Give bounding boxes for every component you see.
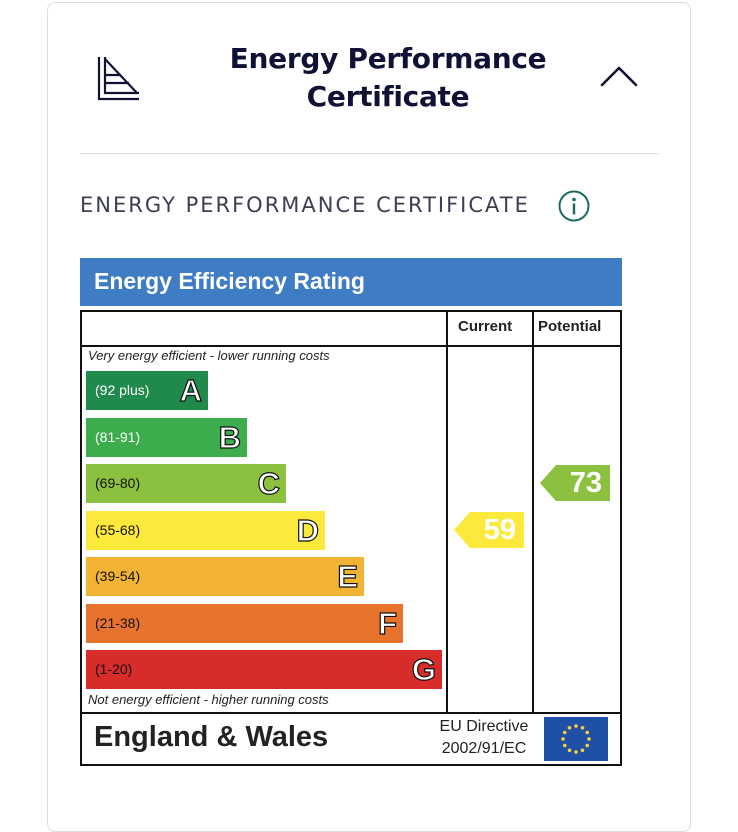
band-range: (39-54) xyxy=(95,568,141,584)
inefficient-note: Not energy efficient - higher running co… xyxy=(88,692,329,707)
eu-star xyxy=(580,725,585,730)
energy-rating-chart: Energy Efficiency Rating Current Potenti… xyxy=(80,258,622,768)
band-letter: F xyxy=(377,605,397,641)
band-range: (69-80) xyxy=(95,475,141,491)
band-letter: B xyxy=(218,419,242,455)
eu-star xyxy=(585,743,590,748)
accordion-header[interactable]: Energy Performance Certificate xyxy=(48,3,690,153)
current-rating-value: 59 xyxy=(483,513,516,546)
band-range: (21-38) xyxy=(95,614,141,631)
eu-star xyxy=(567,748,572,753)
efficient-note: Very energy efficient - lower running co… xyxy=(88,348,330,363)
column-rule xyxy=(446,312,448,714)
country-label: England & Wales xyxy=(94,721,329,753)
eu-star xyxy=(580,748,585,753)
band-letter: E xyxy=(337,558,359,594)
rating-band-d: (55-68) D xyxy=(86,510,325,550)
current-rating-arrow: 59 xyxy=(454,511,524,548)
band-range: (81-91) xyxy=(95,428,141,445)
band-letter: C xyxy=(257,465,281,501)
eu-star xyxy=(587,737,591,741)
section-label: ENERGY PERFORMANCE CERTIFICATE xyxy=(80,193,530,217)
band-letter: A xyxy=(179,372,203,408)
chevron-up-icon[interactable] xyxy=(598,58,640,94)
potential-column-header: Potential xyxy=(538,318,602,335)
eu-star xyxy=(585,730,590,735)
rating-band-e: (39-54) E xyxy=(86,557,364,596)
column-rule xyxy=(532,312,534,714)
eu-star xyxy=(574,750,578,754)
eu-directive: EU Directive 2002/91/EC xyxy=(439,718,529,757)
divider xyxy=(80,153,658,154)
epc-table: Current Potential Very energy efficient … xyxy=(80,310,622,766)
footer-rule xyxy=(82,712,620,714)
eu-star xyxy=(567,725,572,730)
eu-flag-icon xyxy=(544,717,608,761)
document-chart-icon xyxy=(97,57,139,101)
epc-title: Energy Efficiency Rating xyxy=(80,258,622,306)
band-range: (55-68) xyxy=(95,521,141,538)
rating-band-a: (92 plus) A xyxy=(86,371,208,410)
epc-card: Energy Performance Certificate ENERGY PE… xyxy=(47,2,691,832)
rating-band-b: (81-91) B xyxy=(86,417,247,457)
band-range: (92 plus) xyxy=(95,382,150,398)
rating-band-f: (21-38) F xyxy=(86,603,403,643)
eu-star xyxy=(562,730,567,735)
rating-band-c: (69-80) C xyxy=(86,464,286,503)
potential-rating-value: 73 xyxy=(569,467,602,499)
eu-star xyxy=(574,724,578,728)
eu-star xyxy=(561,737,565,741)
rating-band-g: (1-20) G xyxy=(86,650,442,689)
accordion-title: Energy Performance Certificate xyxy=(229,42,547,113)
potential-rating-arrow: 73 xyxy=(540,465,610,501)
header-rule xyxy=(82,345,620,347)
info-icon[interactable] xyxy=(557,189,591,223)
band-range: (1-20) xyxy=(95,661,133,677)
current-column-header: Current xyxy=(458,318,513,335)
band-letter: G xyxy=(411,651,436,687)
band-letter: D xyxy=(296,512,320,548)
eu-star xyxy=(562,743,567,748)
